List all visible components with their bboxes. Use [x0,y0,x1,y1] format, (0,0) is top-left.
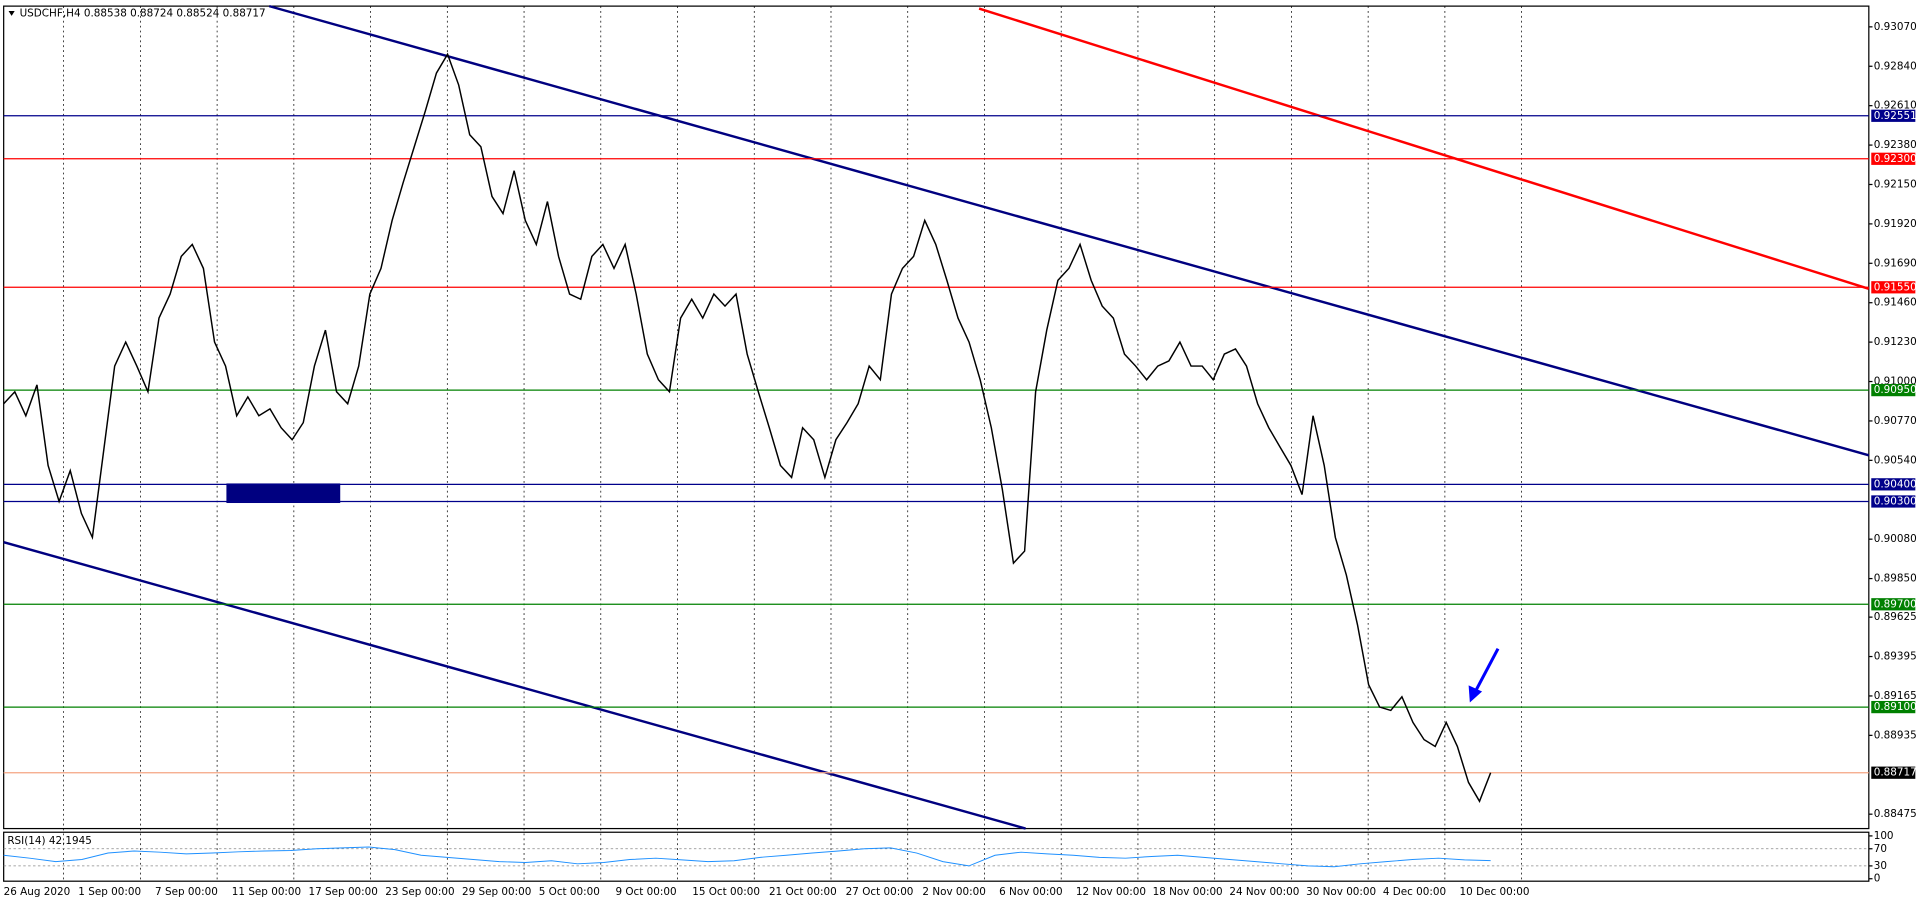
y-tick-label: 0.91460 [1874,297,1917,309]
pane-title: RSI(14) 42.1945 [7,835,91,847]
zone-box [226,483,341,504]
y-tick-label: 0.93070 [1874,21,1917,33]
trend-line [978,7,1870,291]
x-tick-label: 27 Oct 00:00 [846,886,914,898]
y-tick-label: 0 [1874,873,1881,885]
y-tick-label: 70 [1874,843,1887,855]
rsi-frame [3,831,1870,882]
x-tick-label: 5 Oct 00:00 [539,886,600,898]
y-tick-label: 0.92610 [1874,100,1917,112]
x-tick-label: 12 Nov 00:00 [1076,886,1146,898]
y-tick-label: 0.89850 [1874,573,1917,585]
x-tick-label: 24 Nov 00:00 [1229,886,1299,898]
y-tick-label: 0.92380 [1874,139,1917,151]
level-label: 0.90400 [1874,478,1917,490]
x-tick-label: 11 Sep 00:00 [232,886,301,898]
level-label-box [1871,700,1916,714]
x-tick-label: 26 Aug 2020 [4,886,71,898]
x-tick-label: 21 Oct 00:00 [769,886,837,898]
y-tick-label: 0.92150 [1874,178,1917,190]
level-label: 0.92551 [1874,110,1917,122]
y-tick-label: 0.89395 [1874,651,1917,663]
level-label: 0.92300 [1874,153,1917,165]
x-tick-label: 6 Nov 00:00 [999,886,1062,898]
y-tick-label: 30 [1874,860,1887,872]
y-tick-label: 0.91690 [1874,257,1917,269]
trend-line [268,4,1870,457]
level-label-box [1871,109,1916,122]
price-line [3,52,1492,803]
x-tick-label: 30 Nov 00:00 [1306,886,1376,898]
x-tick-label: 18 Nov 00:00 [1153,886,1223,898]
level-label: 0.88717 [1874,767,1917,779]
menu-triangle[interactable] [8,11,15,16]
level-label-box [1871,383,1916,397]
level-label: 0.89100 [1874,701,1917,713]
x-tick-label: 7 Sep 00:00 [155,886,218,898]
level-label-box [1871,281,1916,294]
level-label-box [1871,152,1916,165]
x-tick-label: 1 Sep 00:00 [78,886,141,898]
level-label-box [1871,598,1916,611]
y-tick-label: 100 [1874,830,1894,842]
x-tick-label: 15 Oct 00:00 [692,886,760,898]
level-label-box [1871,495,1916,508]
y-tick-label: 0.88475 [1874,808,1917,820]
y-tick-label: 0.91920 [1874,218,1917,230]
level-label-box [1871,478,1916,491]
y-tick-label: 0.89625 [1874,611,1917,623]
level-label: 0.90950 [1874,384,1917,396]
y-tick-label: 0.92840 [1874,60,1917,72]
x-tick-label: 17 Sep 00:00 [309,886,378,898]
price-line [3,846,1491,868]
y-tick-label: 0.89165 [1874,690,1917,702]
x-tick-label: 29 Sep 00:00 [462,886,531,898]
y-tick-label: 0.88935 [1874,729,1917,741]
main-frame [3,5,1870,830]
arrow [1468,647,1500,703]
x-tick-label: 10 Dec 00:00 [1460,886,1530,898]
trend-line [3,541,1026,830]
y-tick-label: 0.90080 [1874,533,1917,545]
x-tick-label: 4 Dec 00:00 [1383,886,1446,898]
time-grid [63,6,1522,882]
pane-title: USDCHF,H4 0.88538 0.88724 0.88524 0.8871… [20,7,266,19]
y-tick-label: 0.90540 [1874,454,1917,466]
level-label: 0.89700 [1874,598,1917,610]
y-tick-label: 0.91230 [1874,336,1917,348]
level-label: 0.90300 [1874,495,1917,507]
x-tick-label: 23 Sep 00:00 [385,886,454,898]
level-label-box [1871,766,1916,779]
x-tick-label: 2 Nov 00:00 [922,886,985,898]
y-tick-label: 0.90770 [1874,415,1917,427]
level-label: 0.91550 [1874,281,1917,293]
x-tick-label: 9 Oct 00:00 [615,886,676,898]
